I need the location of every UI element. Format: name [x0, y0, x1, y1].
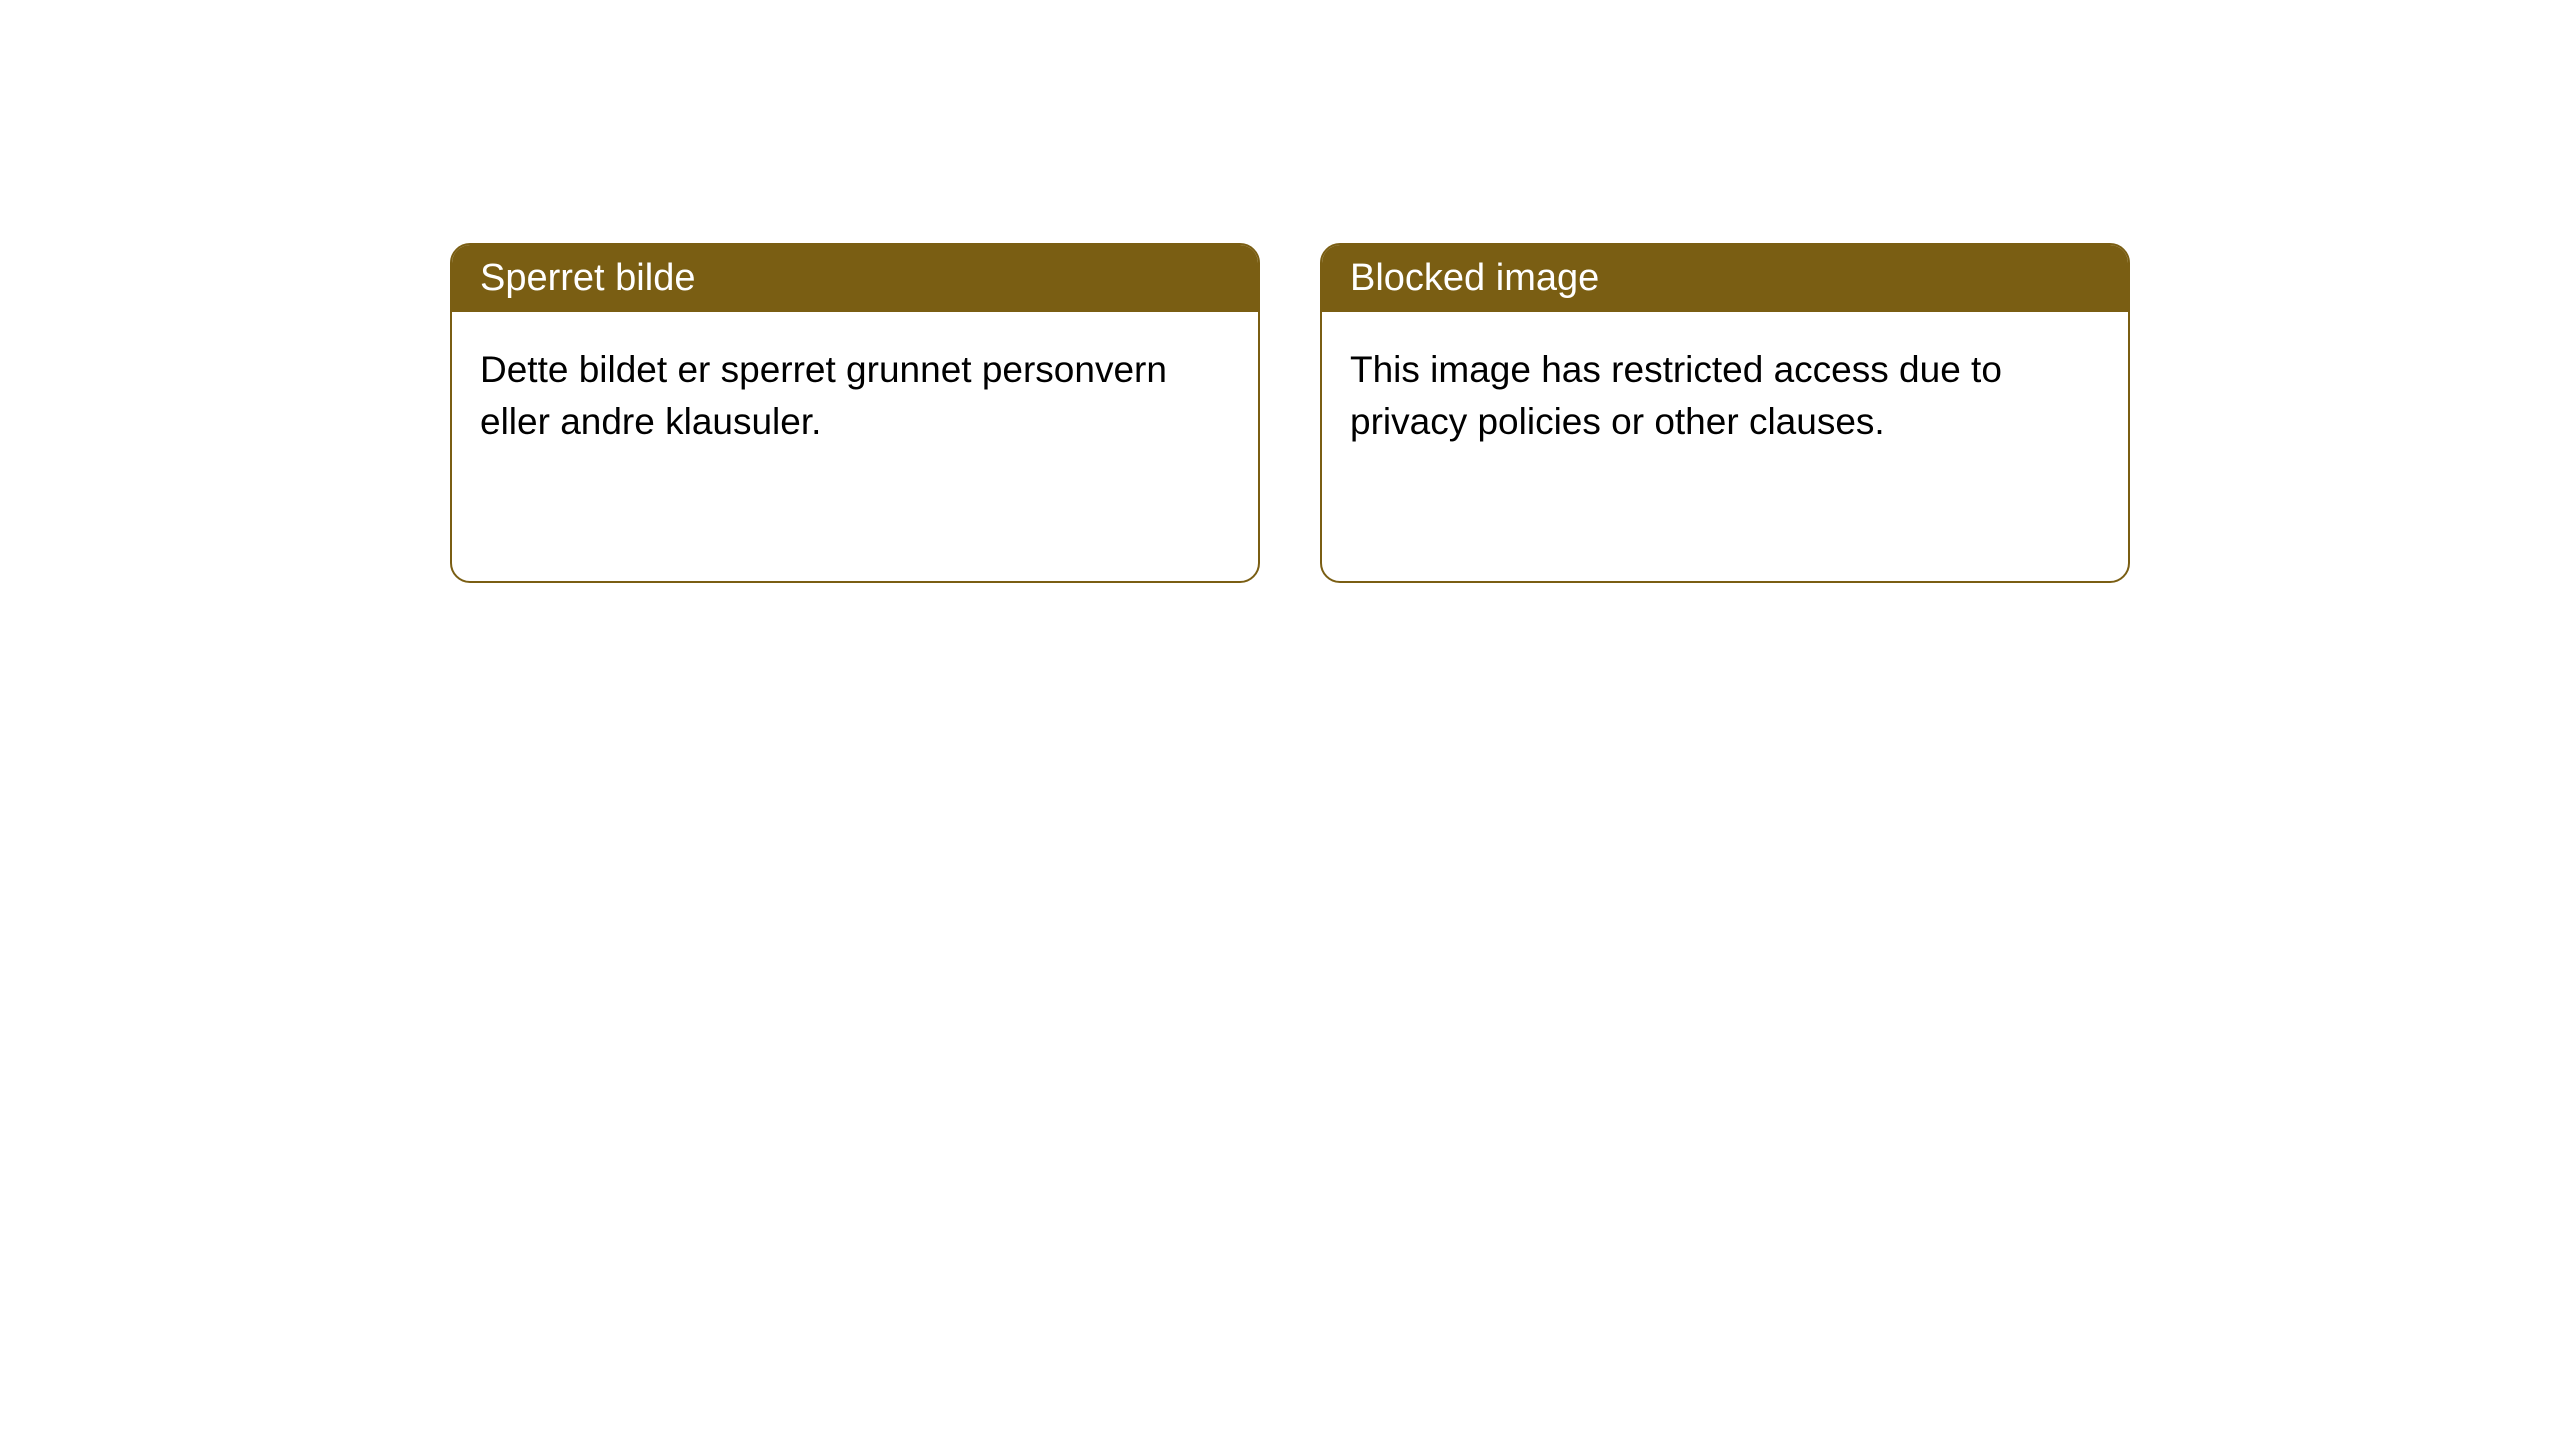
notice-body: This image has restricted access due to …	[1322, 312, 2128, 480]
notice-card-norwegian: Sperret bilde Dette bildet er sperret gr…	[450, 243, 1260, 583]
notice-container: Sperret bilde Dette bildet er sperret gr…	[450, 243, 2130, 583]
notice-title: Blocked image	[1350, 257, 1599, 299]
notice-card-english: Blocked image This image has restricted …	[1320, 243, 2130, 583]
notice-header: Blocked image	[1322, 245, 2128, 312]
notice-message: This image has restricted access due to …	[1350, 349, 2002, 442]
notice-body: Dette bildet er sperret grunnet personve…	[452, 312, 1258, 480]
notice-message: Dette bildet er sperret grunnet personve…	[480, 349, 1167, 442]
notice-header: Sperret bilde	[452, 245, 1258, 312]
notice-title: Sperret bilde	[480, 257, 695, 299]
